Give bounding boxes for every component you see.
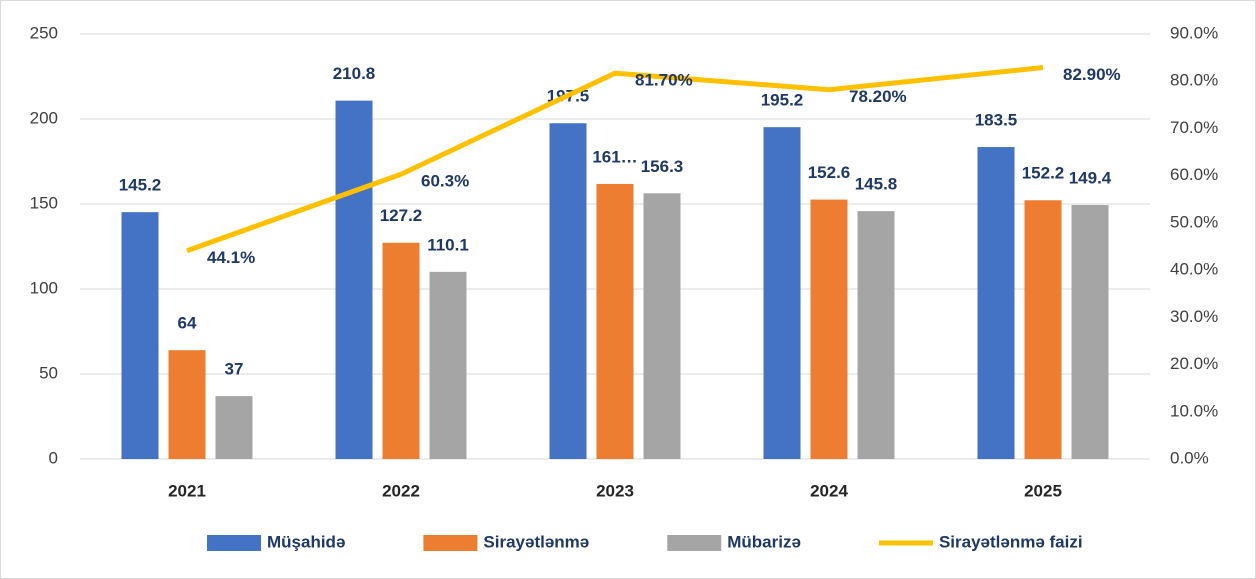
legend-swatch	[207, 535, 261, 551]
y2-tick-label: 40.0%	[1170, 260, 1218, 279]
legend-swatch	[423, 535, 478, 551]
legend-label: Sirayətlənmə	[483, 532, 589, 551]
x-tick-label: 2023	[596, 481, 634, 500]
x-tick-label: 2021	[168, 481, 206, 500]
data-label: 81.70%	[635, 71, 693, 90]
line	[186, 65, 1044, 254]
data-label: 82.90%	[1063, 65, 1121, 84]
bar	[1024, 200, 1062, 459]
data-label: 44.1%	[207, 248, 255, 267]
data-label: 78.20%	[849, 87, 907, 106]
legend-swatch	[667, 535, 722, 551]
y2-tick-label: 50.0%	[1170, 212, 1218, 231]
data-label: 60.3%	[421, 172, 469, 191]
data-label: 145.8	[855, 175, 898, 194]
y2-tick-label: 70.0%	[1170, 118, 1218, 137]
bar	[429, 271, 467, 459]
y-tick-label: 0	[49, 448, 58, 467]
bar	[549, 123, 587, 459]
data-label: 210.8	[333, 64, 376, 83]
data-label: 183.5	[975, 111, 1018, 130]
data-label: 152.6	[808, 163, 851, 182]
data-label: 195.2	[761, 91, 804, 110]
bar	[121, 212, 159, 459]
y2-tick-label: 0.0%	[1170, 448, 1209, 467]
y2-tick-label: 30.0%	[1170, 307, 1218, 326]
bar	[857, 211, 895, 459]
y2-tick-label: 20.0%	[1170, 354, 1218, 373]
data-label: 37	[225, 360, 244, 379]
x-tick-label: 2024	[810, 481, 848, 500]
bar	[215, 396, 253, 459]
bar	[763, 127, 801, 459]
y2-tick-label: 90.0%	[1170, 23, 1218, 42]
data-label: 64	[178, 314, 197, 333]
bar	[335, 100, 373, 459]
y-tick-label: 50	[39, 363, 58, 382]
bar	[810, 199, 848, 459]
y-tick-label: 200	[30, 108, 58, 127]
data-label: 110.1	[427, 235, 469, 254]
y-tick-label: 150	[30, 193, 58, 212]
data-label: 145.2	[119, 176, 162, 195]
bar	[168, 350, 206, 459]
y2-tick-label: 10.0%	[1170, 401, 1218, 420]
data-label: 156.3	[641, 157, 684, 176]
y-tick-label: 250	[30, 23, 58, 42]
y-tick-label: 100	[30, 278, 58, 297]
bar	[596, 183, 634, 459]
legend-label: Müşahidə	[267, 532, 345, 551]
data-label: 161…	[592, 147, 637, 166]
data-label: 149.4	[1069, 169, 1112, 188]
y2-tick-label: 80.0%	[1170, 71, 1218, 90]
bar	[977, 147, 1015, 460]
legend-label: Mübarizə	[727, 532, 801, 551]
bar	[382, 242, 420, 459]
data-label: 152.2	[1022, 164, 1065, 183]
y2-tick-label: 60.0%	[1170, 165, 1218, 184]
bar	[643, 193, 681, 460]
bar	[1071, 205, 1109, 459]
x-tick-label: 2022	[382, 481, 420, 500]
data-label: 127.2	[380, 206, 423, 225]
legend-label: Sirayətlənmə faizi	[939, 532, 1083, 551]
x-tick-label: 2025	[1024, 481, 1062, 500]
